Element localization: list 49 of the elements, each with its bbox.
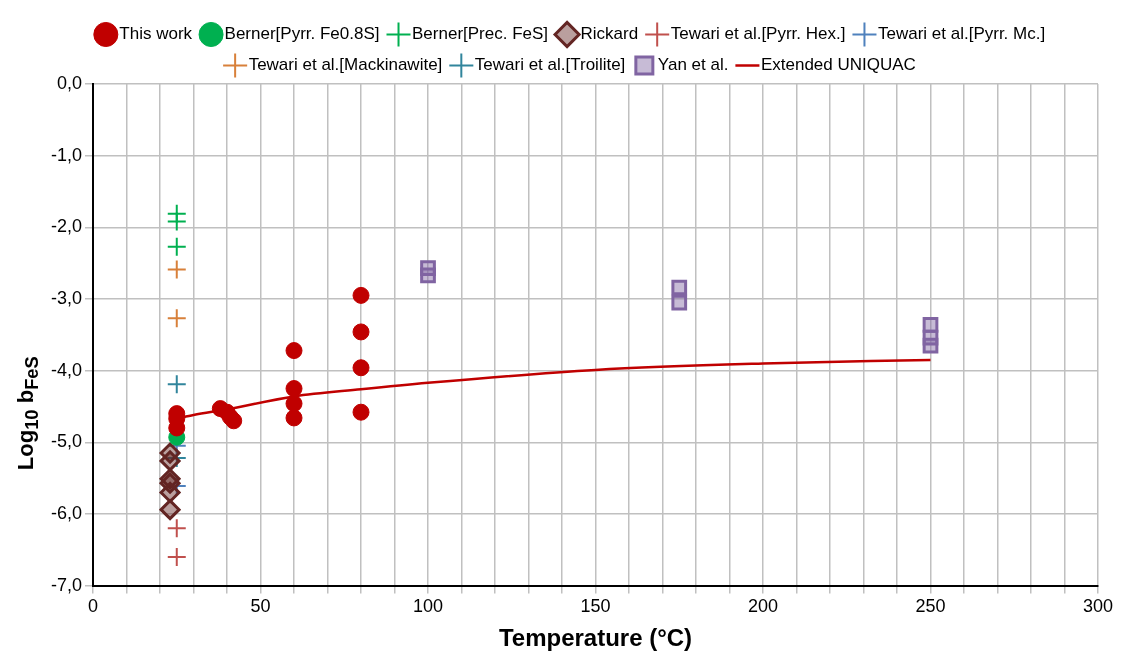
y-tick-label: -3,0	[50, 287, 83, 308]
y-tick-label: -7,0	[50, 574, 83, 595]
point	[166, 518, 187, 539]
point	[166, 236, 187, 257]
x-tick-label: 300	[1082, 596, 1114, 617]
x-tick-label: 200	[747, 596, 779, 617]
x-tick-label: 0	[88, 596, 99, 617]
point	[166, 259, 187, 280]
point	[166, 308, 187, 329]
point	[420, 267, 436, 284]
y-tick-label: -4,0	[50, 359, 83, 380]
point	[166, 546, 187, 567]
y-tick-label: -6,0	[50, 502, 83, 523]
point	[671, 279, 688, 296]
point	[671, 294, 688, 311]
point	[922, 337, 939, 354]
point	[159, 499, 181, 521]
point	[159, 481, 181, 503]
point	[352, 323, 370, 341]
point	[285, 395, 303, 413]
legend-label: Extended UNIQUAC	[760, 55, 916, 75]
x-tick-label: 250	[915, 596, 946, 617]
point	[285, 409, 303, 427]
legend-label: Yan et al.	[657, 55, 729, 75]
legend-label: Tewari et al.[Mackinawite]	[248, 55, 443, 75]
legend-label: Tewari et al.[Pyrr. Hex.]	[670, 24, 846, 44]
legend-label: Tewari et al.[Pyrr. Mc.]	[877, 24, 1046, 44]
point	[352, 286, 370, 304]
x-tick-label: 150	[580, 596, 611, 617]
legend-label: This work	[119, 24, 193, 44]
point	[166, 374, 187, 395]
y-tick-label: -2,0	[50, 216, 83, 237]
x-axis-title: Temperature (°C)	[498, 624, 693, 652]
legend-label: Berner[Prec. FeS]	[412, 24, 549, 44]
point	[352, 403, 370, 421]
x-tick-label: 100	[412, 596, 444, 617]
y-tick-label: -5,0	[50, 431, 83, 452]
point	[285, 380, 303, 398]
point	[166, 211, 187, 232]
legend-label: Rickard	[580, 24, 639, 44]
x-tick-label: 50	[250, 596, 271, 617]
point	[159, 450, 181, 472]
y-tick-label: -1,0	[50, 144, 83, 165]
legend-label: Tewari et al.[Troilite]	[474, 55, 626, 75]
legend-label: Berner[Pyrr. Fe0.8S]	[224, 24, 380, 44]
y-tick-label: 0,0	[56, 72, 83, 93]
point	[285, 342, 303, 360]
point	[225, 412, 243, 430]
point	[352, 359, 370, 377]
